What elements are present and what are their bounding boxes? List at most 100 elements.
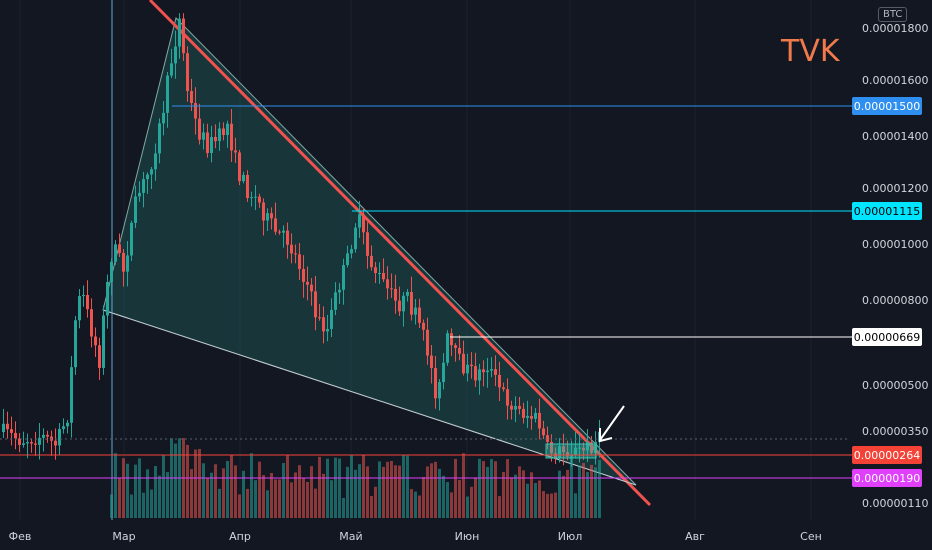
volume-bar bbox=[150, 489, 153, 518]
volume-bar bbox=[130, 494, 133, 518]
candle-body bbox=[314, 291, 317, 318]
candle-body bbox=[578, 447, 581, 449]
candle-body bbox=[354, 227, 357, 250]
candle-body bbox=[470, 364, 473, 367]
volume-bar bbox=[450, 492, 453, 518]
volume-bar bbox=[254, 480, 257, 518]
volume-bar bbox=[374, 486, 377, 518]
volume-bar bbox=[538, 480, 541, 518]
candle-body bbox=[134, 196, 137, 223]
level-badge bbox=[852, 328, 922, 346]
horizontal-levels: 0.00001500 0.00001115 0.00000669 0.00000264… bbox=[0, 97, 922, 487]
volume-bar bbox=[422, 476, 425, 518]
chart-grid bbox=[19, 0, 812, 520]
volume-bar bbox=[414, 491, 417, 518]
time-tick-label: Апр bbox=[229, 530, 251, 543]
volume-bar bbox=[546, 493, 549, 518]
candle-body bbox=[294, 253, 297, 255]
candle-body bbox=[450, 333, 453, 346]
candle-body bbox=[230, 123, 233, 151]
candle-body bbox=[206, 132, 209, 154]
candle-body bbox=[338, 289, 341, 293]
volume-bar bbox=[274, 479, 277, 518]
time-tick-label: Фев bbox=[9, 530, 32, 543]
candle-body bbox=[54, 440, 57, 446]
candle-body bbox=[446, 333, 449, 363]
level-badge bbox=[852, 202, 922, 220]
candle-body bbox=[106, 281, 109, 316]
wedge-lower-trendline bbox=[102, 309, 637, 486]
wedge-upper-trendline bbox=[148, 0, 652, 507]
candle-body bbox=[26, 442, 29, 444]
candle-body bbox=[270, 213, 273, 219]
candle-body bbox=[370, 255, 373, 268]
level-badge bbox=[852, 446, 922, 464]
candle-body bbox=[166, 75, 169, 113]
volume-bar bbox=[242, 470, 245, 518]
price-axis[interactable]: 0.00001800 0.00001600 0.00001400 0.00001200… bbox=[862, 22, 928, 510]
candle-body bbox=[522, 408, 525, 418]
candle-body bbox=[358, 214, 361, 228]
candle-body bbox=[478, 369, 481, 381]
volume-bar bbox=[290, 482, 293, 518]
candle-body bbox=[386, 279, 389, 289]
volume-bar bbox=[522, 470, 525, 518]
candle-body bbox=[126, 255, 129, 272]
candle-body bbox=[170, 63, 173, 76]
candle-body bbox=[174, 46, 177, 64]
candle-body bbox=[42, 434, 45, 438]
volume-bar bbox=[206, 477, 209, 518]
volume-bar bbox=[146, 469, 149, 518]
candle-body bbox=[118, 244, 121, 253]
volume-bar bbox=[558, 470, 561, 518]
candle-body bbox=[494, 369, 497, 375]
volume-bar bbox=[190, 469, 193, 518]
candle-body bbox=[158, 123, 161, 154]
volume-bar bbox=[434, 461, 437, 518]
volume-bar bbox=[578, 465, 581, 518]
volume-bar bbox=[598, 459, 601, 518]
price-tick-label: 0.00000110 bbox=[862, 497, 928, 510]
volume-bar bbox=[134, 464, 137, 518]
volume-bar bbox=[310, 466, 313, 518]
volume-bar bbox=[322, 473, 325, 518]
volume-bar bbox=[486, 466, 489, 518]
volume-bar bbox=[394, 465, 397, 518]
time-axis[interactable]: Фев Мар Апр Май Июн Июл Авг Сен bbox=[9, 530, 822, 543]
volume-bar bbox=[266, 490, 269, 518]
candle-body bbox=[198, 118, 201, 140]
volume-bar bbox=[342, 497, 345, 518]
level-badge-label: 0.00000264 bbox=[854, 449, 920, 462]
candle-body bbox=[242, 174, 245, 182]
candle-body bbox=[582, 447, 585, 451]
candle-body bbox=[342, 265, 345, 290]
candle-body bbox=[534, 412, 537, 419]
candle-body bbox=[38, 437, 41, 445]
candle-body bbox=[414, 307, 417, 315]
volume-bar bbox=[198, 448, 201, 518]
candle-body bbox=[326, 328, 329, 332]
candle-body bbox=[454, 345, 457, 348]
level-badge-label: 0.00001115 bbox=[854, 205, 920, 218]
level-badge bbox=[852, 469, 922, 487]
volume-bar bbox=[426, 466, 429, 518]
volume-bar bbox=[462, 453, 465, 518]
candle-body bbox=[162, 112, 165, 124]
volume-bar bbox=[418, 495, 421, 518]
volume-bar bbox=[126, 463, 129, 518]
time-tick-label: Июн bbox=[455, 530, 480, 543]
consolidation-box bbox=[545, 443, 597, 459]
volume-bar bbox=[586, 471, 589, 518]
candle-body bbox=[306, 281, 309, 285]
volume-bar bbox=[186, 444, 189, 518]
currency-badge[interactable]: BTC bbox=[878, 7, 908, 22]
volume-bar bbox=[366, 466, 369, 518]
candle-body bbox=[310, 284, 313, 292]
candle-body bbox=[590, 442, 593, 453]
volume-bar bbox=[138, 458, 141, 518]
volume-bar bbox=[326, 458, 329, 518]
candle-body bbox=[66, 422, 69, 427]
candle-body bbox=[406, 292, 409, 296]
volume-bar bbox=[262, 475, 265, 518]
